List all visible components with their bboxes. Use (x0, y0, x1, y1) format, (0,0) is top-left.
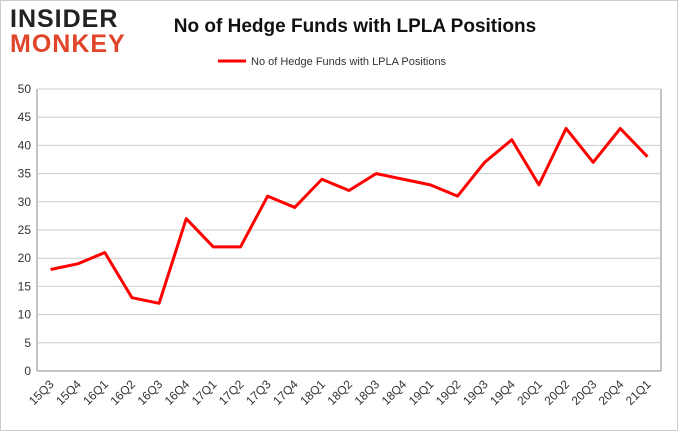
y-tick-label: 15 (18, 279, 32, 293)
y-tick-label: 0 (24, 364, 31, 378)
logo-bottom: MONKEY (10, 30, 126, 58)
y-tick-label: 35 (18, 167, 32, 181)
legend-label: No of Hedge Funds with LPLA Positions (251, 56, 447, 68)
y-tick-label: 45 (18, 110, 32, 124)
y-tick-label: 50 (18, 82, 32, 96)
y-tick-label: 5 (24, 336, 31, 350)
y-tick-label: 10 (18, 308, 32, 322)
y-tick-label: 20 (18, 251, 32, 265)
data-line (50, 126, 649, 305)
logo-top: INSIDER (10, 5, 118, 33)
y-tick-label: 40 (18, 138, 32, 152)
y-tick-label: 30 (18, 195, 32, 209)
y-tick-label: 25 (18, 223, 32, 237)
chart-title: No of Hedge Funds with LPLA Positions (174, 16, 536, 37)
